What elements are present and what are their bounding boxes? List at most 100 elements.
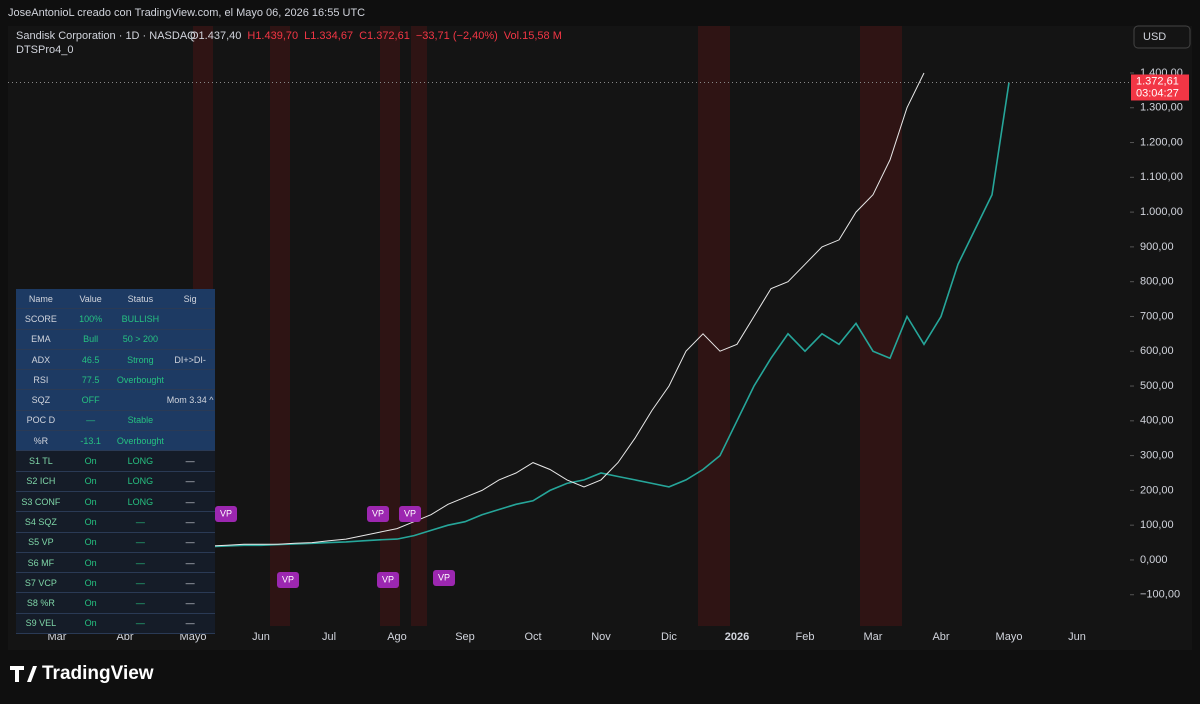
- table-cell: —: [185, 476, 195, 487]
- table-row: %R -13.1 Overbought: [16, 431, 215, 452]
- signal-table: Name Value Status Sig SCORE 100% BULLISH EMA Bul…: [16, 289, 215, 635]
- ohlc-value: L1.334,67: [304, 30, 353, 42]
- x-tick-label: Jun: [1068, 631, 1086, 643]
- table-row: S4 SQZ On — —: [16, 512, 215, 533]
- table-cell: —: [86, 415, 96, 426]
- ohlc-value: H1.439,70: [247, 30, 298, 42]
- vp-label: VP: [438, 572, 450, 582]
- table-cell: On: [84, 516, 97, 527]
- table-cell: OFF: [81, 395, 100, 406]
- table-cell: LONG: [127, 496, 154, 507]
- price-tag: [1131, 74, 1189, 101]
- y-tick-label: 100,00: [1140, 519, 1174, 531]
- y-tick-label: 1.200,00: [1140, 136, 1183, 148]
- x-tick-label: Oct: [524, 631, 541, 643]
- logo: [10, 666, 37, 682]
- y-tick-label: 1.300,00: [1140, 102, 1183, 114]
- table-cell: On: [84, 476, 97, 487]
- table-row: S8 %R On — —: [16, 593, 215, 614]
- table-cell: S1 TL: [28, 456, 53, 467]
- y-tick-label: 500,00: [1140, 380, 1174, 392]
- vp-marker: [433, 570, 455, 586]
- vp-label: VP: [404, 508, 416, 518]
- table-cell: Status: [127, 293, 154, 304]
- y-tick-label: 700,00: [1140, 310, 1174, 322]
- ohlc-value: C1.372,61: [359, 30, 410, 42]
- y-tick-label: 1.100,00: [1140, 171, 1183, 183]
- table-cell: DI+>DI-: [174, 354, 206, 365]
- table-cell: S2 ICH: [26, 476, 56, 487]
- ohlc-value: −33,71 (−2,40%): [416, 30, 498, 42]
- table-cell: —: [185, 537, 195, 548]
- x-tick-label: Ago: [387, 631, 407, 643]
- table-row: RSI 77.5 Overbought: [16, 370, 215, 391]
- red-zones: [193, 26, 902, 626]
- y-tick-label: 300,00: [1140, 450, 1174, 462]
- table-cell: -13.1: [80, 435, 101, 446]
- table-cell: ADX: [31, 354, 51, 365]
- vp-marker: [399, 506, 421, 522]
- table-cell: LONG: [127, 456, 154, 467]
- table-cell: —: [135, 557, 145, 568]
- y-tick-label: 0,000: [1140, 554, 1168, 566]
- table-cell: 100%: [79, 313, 103, 324]
- x-tick-label: Jun: [252, 631, 270, 643]
- table-cell: S4 SQZ: [24, 516, 57, 527]
- table-cell: S9 VEL: [25, 618, 57, 629]
- table-cell: —: [185, 496, 195, 507]
- table-cell: —: [185, 516, 195, 527]
- table-cell: 46.5: [81, 354, 100, 365]
- x-tick-label: Mar: [864, 631, 883, 643]
- table-row: S2 ICH On LONG —: [16, 471, 215, 492]
- table-row: EMA Bull 50 > 200: [16, 329, 215, 350]
- table-cell: —: [185, 598, 195, 609]
- table-row: ADX 46.5 Strong DI+>DI-: [16, 349, 215, 371]
- currency[interactable]: USD: [1143, 31, 1166, 43]
- x-tick-label: 2026: [725, 631, 749, 643]
- indicator: DTSPro4_0: [16, 44, 73, 56]
- table-cell: RSI: [33, 374, 49, 385]
- table-cell: S7 VCP: [24, 577, 57, 588]
- table-cell: Overbought: [116, 374, 164, 385]
- table-cell: SCORE: [24, 313, 57, 324]
- table-cell: S5 VP: [28, 537, 54, 548]
- table-cell: —: [135, 598, 145, 609]
- y-tick-label: 1.000,00: [1140, 206, 1183, 218]
- y-tick-label: −100,00: [1140, 589, 1180, 601]
- footer-bar: [0, 650, 1200, 699]
- table-cell: %R: [33, 435, 49, 446]
- table-cell: Overbought: [116, 435, 164, 446]
- table-row: S3 CONF On LONG —: [16, 491, 215, 513]
- table-cell: Name: [28, 293, 53, 304]
- symbol: Sandisk Corporation · 1D · NASDAQ: [16, 30, 196, 42]
- table-cell: On: [84, 598, 97, 609]
- table-cell: On: [84, 496, 97, 507]
- table-cell: On: [84, 618, 97, 629]
- x-tick-label: Mayo: [996, 631, 1023, 643]
- vp-label: VP: [382, 574, 394, 584]
- table-cell: BULLISH: [121, 313, 160, 324]
- y-tick-label: 600,00: [1140, 345, 1174, 357]
- vp-label: VP: [220, 508, 232, 518]
- table-cell: S8 %R: [26, 598, 55, 609]
- vp-marker: [277, 572, 299, 588]
- ohlc-value: Vol.15,58 M: [504, 30, 562, 42]
- x-tick-label: Nov: [591, 631, 611, 643]
- table-cell: On: [84, 557, 97, 568]
- table-cell: Bull: [83, 334, 99, 345]
- table-cell: On: [84, 456, 97, 467]
- table-cell: Sig: [183, 293, 197, 304]
- table-cell: EMA: [31, 334, 51, 345]
- table-cell: —: [185, 618, 195, 629]
- x-tick-label: Dic: [661, 631, 677, 643]
- ohlc-value: O1.437,40: [190, 30, 241, 42]
- vp-marker: [215, 506, 237, 522]
- table-cell: 50 > 200: [122, 334, 159, 345]
- table-cell: S6 MF: [27, 557, 55, 568]
- currency-box[interactable]: [1133, 25, 1191, 49]
- table-row: SQZ OFF Mom 3.34 ^: [16, 390, 215, 411]
- table-cell: LONG: [127, 476, 154, 487]
- table-row: S5 VP On — —: [16, 532, 215, 553]
- x-tick-label: Abr: [932, 631, 949, 643]
